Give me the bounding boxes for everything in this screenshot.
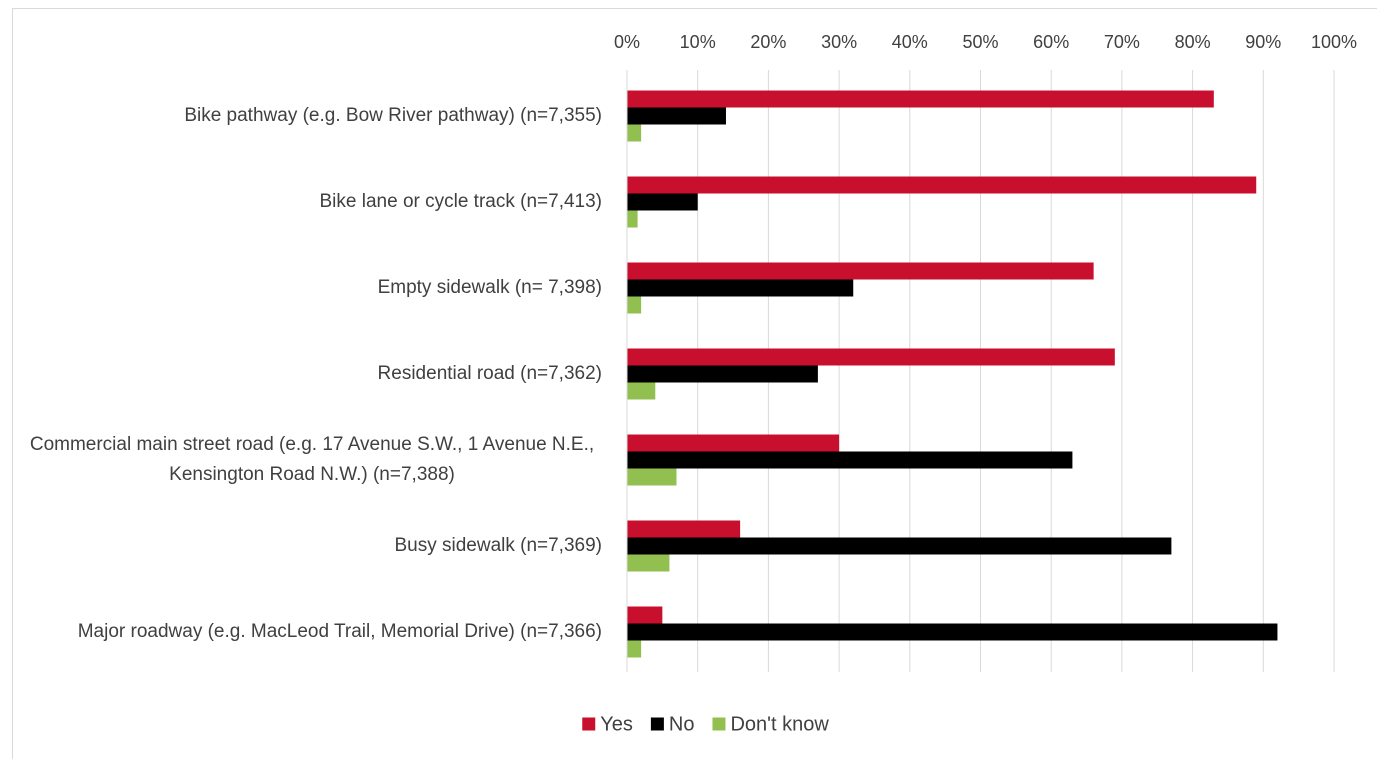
- category-label: Bike pathway (e.g. Bow River pathway) (n…: [184, 105, 602, 126]
- category-label-box: Empty sidewalk (n= 7,398): [22, 273, 602, 303]
- bar: [627, 90, 1214, 108]
- category-label-box: Busy sidewalk (n=7,369): [22, 531, 602, 561]
- x-tick-label: 80%: [1175, 32, 1211, 52]
- category-label-box: Residential road (n=7,362): [22, 359, 602, 389]
- x-tick-label: 100%: [1311, 32, 1357, 52]
- bar: [627, 537, 1172, 555]
- chart-frame: [12, 8, 1377, 759]
- x-tick-label: 70%: [1104, 32, 1140, 52]
- bar: [627, 554, 670, 572]
- legend-swatch: [582, 717, 596, 731]
- category-label: Empty sidewalk (n= 7,398): [377, 277, 602, 298]
- legend-label: Yes: [600, 713, 633, 735]
- bar: [627, 468, 677, 486]
- bar: [627, 124, 642, 142]
- bar: [627, 434, 840, 452]
- x-tick-label: 90%: [1245, 32, 1281, 52]
- bar: [627, 606, 663, 624]
- legend-swatch: [712, 717, 726, 731]
- x-tick-label: 40%: [892, 32, 928, 52]
- bar: [627, 348, 1115, 366]
- bar: [627, 262, 1094, 280]
- category-label: Bike lane or cycle track (n=7,413): [319, 191, 603, 212]
- x-tick-label: 60%: [1033, 32, 1069, 52]
- category-label: Residential road (n=7,362): [377, 363, 602, 384]
- x-tick-label: 20%: [750, 32, 786, 52]
- category-label: Commercial main street road (e.g. 17 Ave…: [29, 434, 595, 485]
- bar: [627, 107, 726, 125]
- category-label-box: Commercial main street road (e.g. 17 Ave…: [22, 430, 602, 490]
- bar: [627, 451, 1073, 469]
- bar: [627, 210, 638, 228]
- category-label: Busy sidewalk (n=7,369): [394, 535, 602, 556]
- legend-label: No: [669, 713, 695, 735]
- x-tick-label: 0%: [614, 32, 640, 52]
- category-label-box: Bike lane or cycle track (n=7,413): [22, 187, 603, 217]
- bar: [627, 623, 1278, 641]
- x-tick-label: 50%: [962, 32, 998, 52]
- category-label: Major roadway (e.g. MacLeod Trail, Memor…: [77, 621, 602, 642]
- bar: [627, 193, 698, 211]
- x-tick-label: 30%: [821, 32, 857, 52]
- bar: [627, 520, 741, 538]
- bar: [627, 176, 1257, 194]
- category-label-box: Bike pathway (e.g. Bow River pathway) (n…: [22, 101, 602, 131]
- bar: [627, 365, 818, 383]
- bar: [627, 296, 642, 314]
- bar: [627, 382, 656, 400]
- legend-label: Don't know: [730, 713, 829, 735]
- bar: [627, 640, 642, 658]
- bar: [627, 279, 854, 297]
- x-tick-label: 10%: [680, 32, 716, 52]
- legend-swatch: [650, 717, 664, 731]
- category-label-box: Major roadway (e.g. MacLeod Trail, Memor…: [22, 617, 602, 647]
